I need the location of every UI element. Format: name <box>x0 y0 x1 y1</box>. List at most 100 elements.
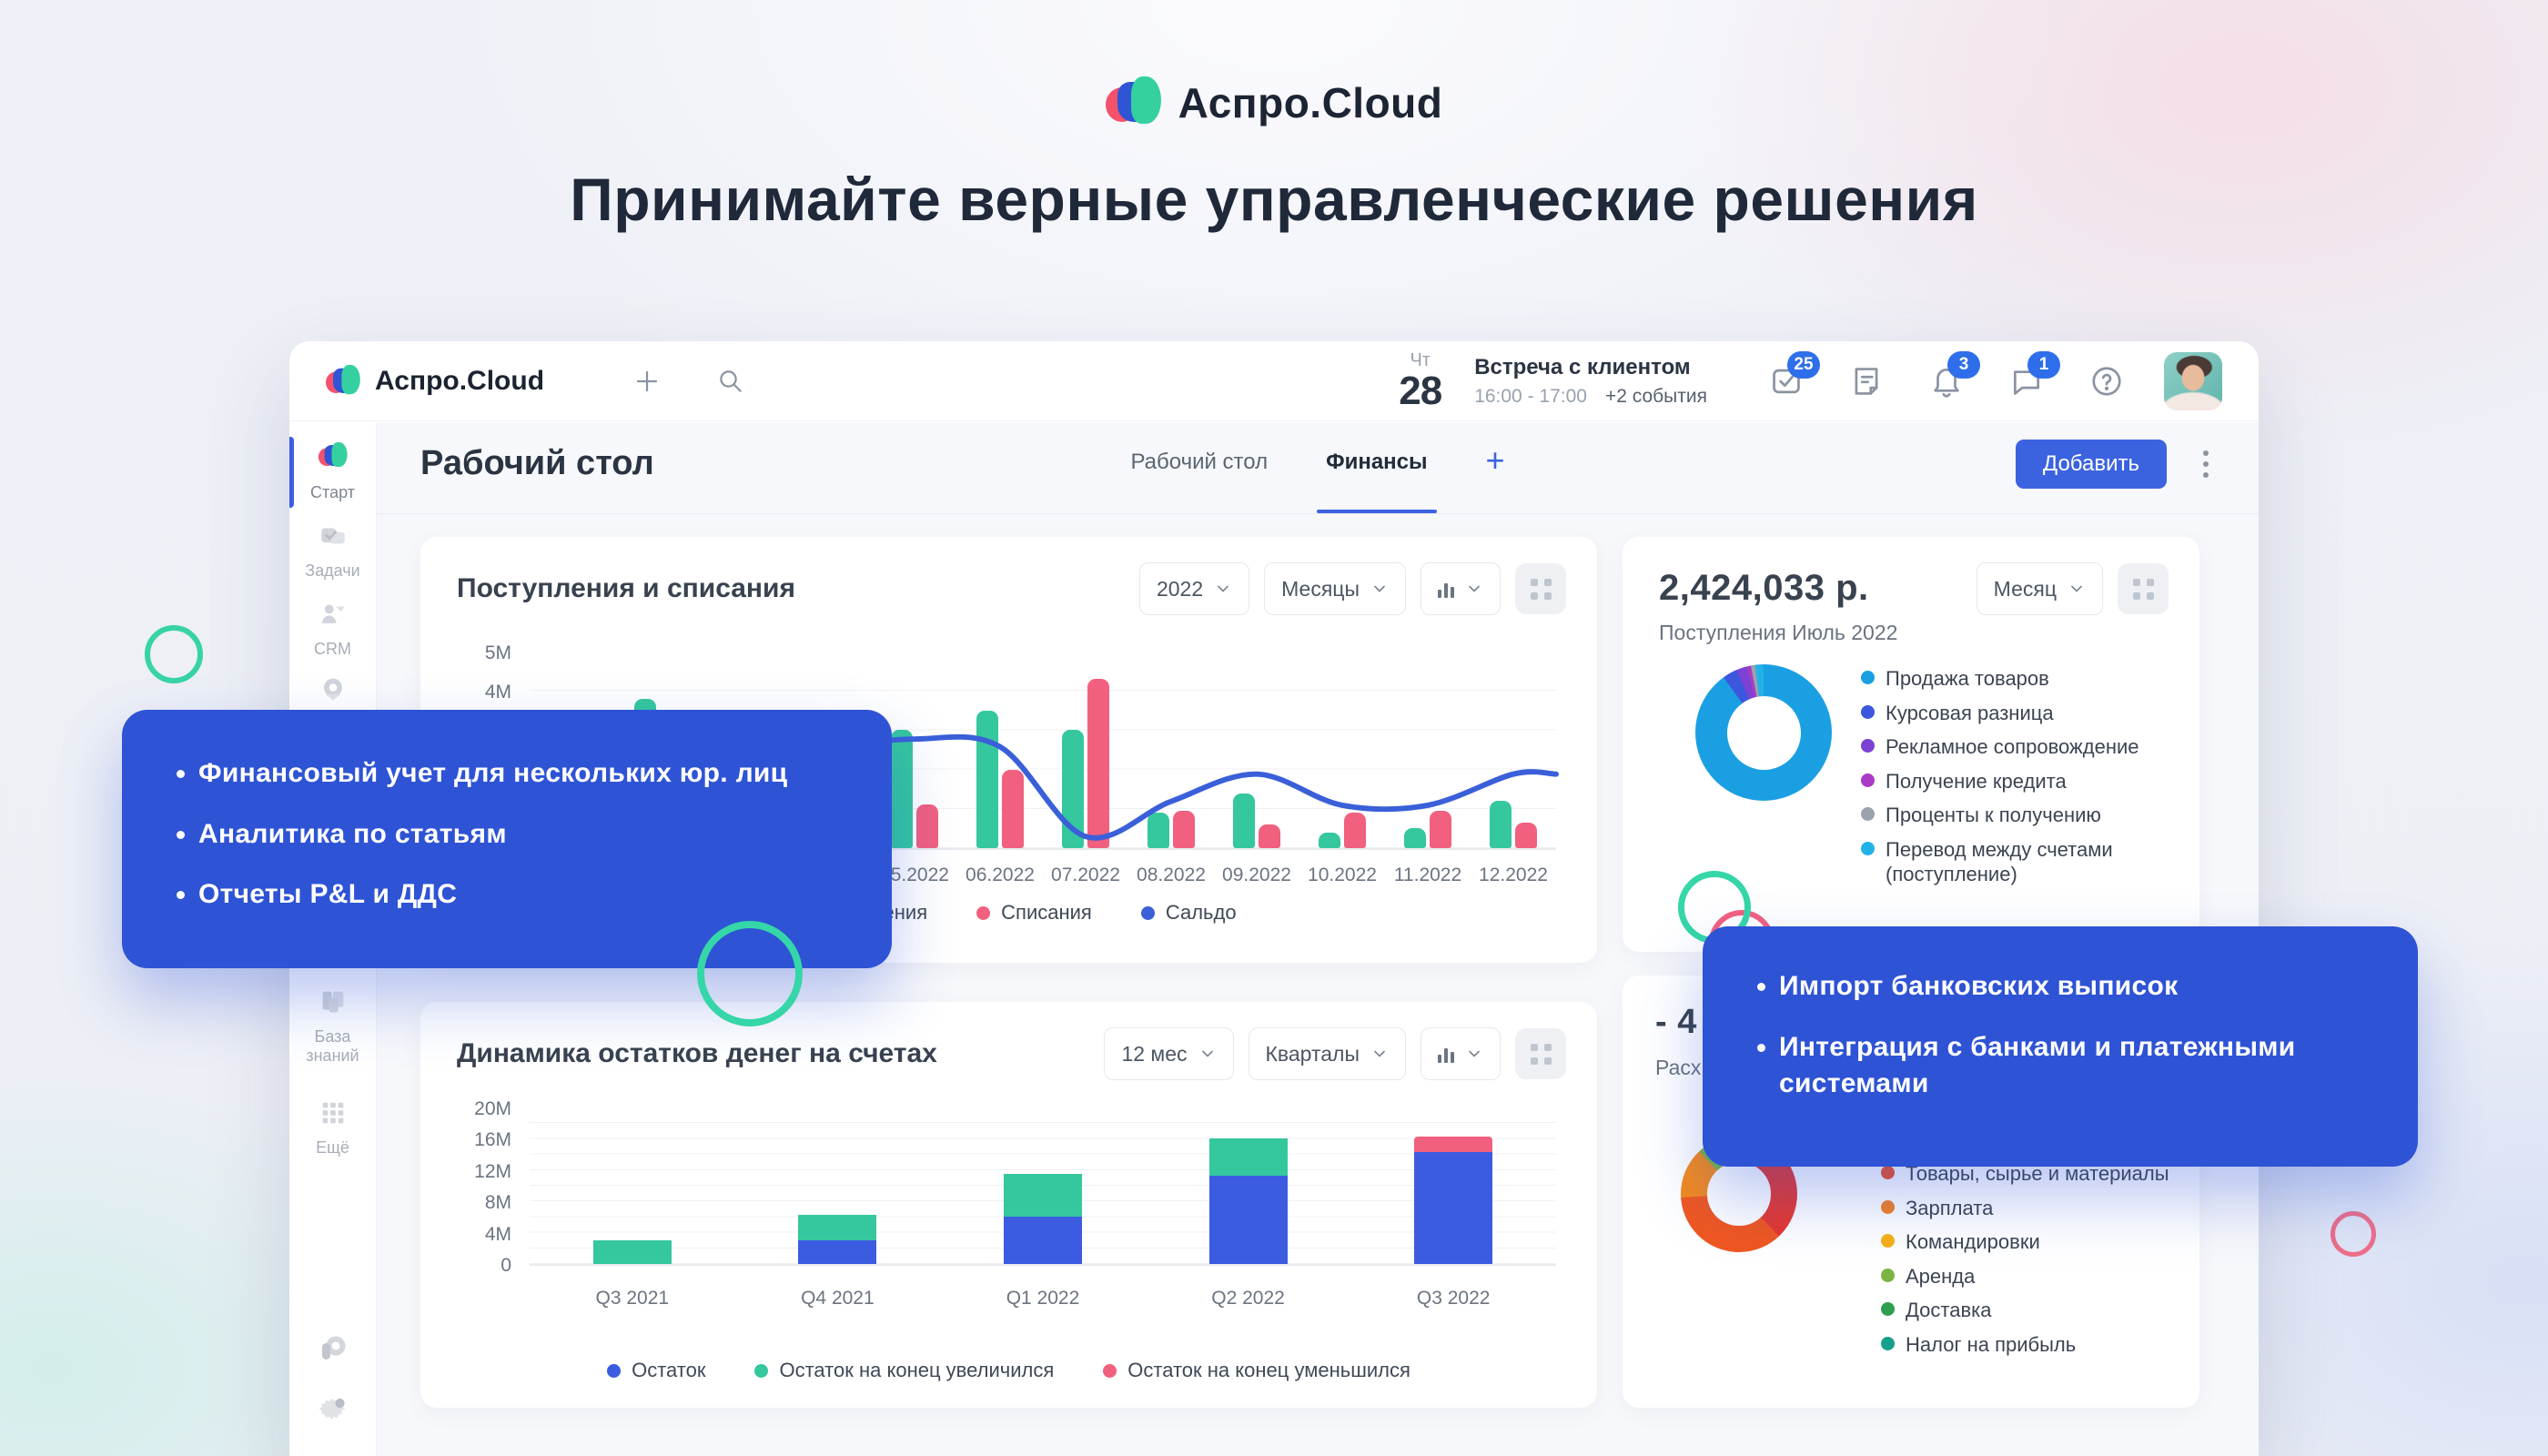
bar-chart-icon <box>1438 580 1454 598</box>
period-select[interactable]: Месяц <box>1976 562 2103 615</box>
legend-label: Остаток на конец увеличился <box>779 1359 1055 1381</box>
search-icon[interactable] <box>715 366 746 397</box>
stacked-bar <box>1146 1138 1351 1264</box>
expenses-amount: - 4 <box>1655 1003 1697 1041</box>
incomes-amount: 2,424,033 р. <box>1659 568 1869 608</box>
drag-handle[interactable] <box>2118 563 2169 614</box>
x-tick: Q3 2021 <box>595 1288 670 1309</box>
sidebar-item-more[interactable]: Ещё <box>289 1097 376 1158</box>
period-select[interactable]: Кварталы <box>1248 1027 1406 1080</box>
add-button[interactable]: Добавить <box>2015 440 2167 489</box>
x-tick: 08.2022 <box>1137 864 1206 885</box>
bar-segment <box>592 1240 672 1264</box>
legend-dot <box>1103 1363 1117 1378</box>
legend-label: Аренда <box>1906 1264 1976 1288</box>
tasks-icon[interactable]: 25 <box>1767 350 1820 400</box>
tasks-badge: 25 <box>1787 350 1820 379</box>
bar <box>976 710 998 848</box>
bar-segment <box>1208 1138 1288 1176</box>
add-tab-plus-icon[interactable]: + <box>1485 441 1505 479</box>
active-indicator <box>289 437 294 508</box>
chevron-down-icon <box>1218 585 1228 592</box>
bar <box>891 730 913 848</box>
bar-group <box>1299 813 1385 848</box>
bar <box>1002 769 1024 848</box>
bell-badge: 3 <box>1947 350 1980 379</box>
sidebar-aspro-badge-icon[interactable] <box>289 1332 376 1370</box>
bar <box>1259 824 1280 848</box>
legend-item: Остаток на конец увеличился <box>754 1359 1054 1382</box>
decor-ring-teal <box>145 625 203 683</box>
y-tick: 20M <box>474 1098 511 1119</box>
period-select[interactable]: Месяцы <box>1264 562 1406 615</box>
card-title: Поступления и списания <box>457 573 795 603</box>
sidebar-item-crm[interactable]: CRM <box>289 599 376 659</box>
aspro-logo-icon <box>1105 76 1162 129</box>
user-avatar[interactable] <box>2164 351 2222 410</box>
bar-group <box>1043 679 1128 848</box>
chart-type-select[interactable] <box>1421 562 1501 615</box>
calendar-date[interactable]: Чт 28 <box>1399 351 1442 411</box>
legend-dot <box>1881 1199 1895 1214</box>
decor-ring-pink <box>2331 1211 2376 1257</box>
callout-bullet: Отчеты P&L и ДДС <box>198 876 843 914</box>
x-tick: Q1 2022 <box>1006 1288 1080 1309</box>
x-tick: Q4 2021 <box>801 1288 875 1309</box>
aspro-logo-icon <box>326 364 360 398</box>
kebab-menu-icon[interactable] <box>2189 448 2222 480</box>
bar-group <box>872 730 957 848</box>
sidebar-item-tasks[interactable]: Задачи <box>289 521 376 581</box>
sidebar-item-start[interactable]: Старт <box>289 437 376 508</box>
legend-item: Списания <box>976 901 1092 925</box>
legend-item: Зарплата <box>1881 1196 2172 1221</box>
legend-item: Налог на прибыль <box>1881 1332 2172 1358</box>
help-icon[interactable] <box>2088 362 2126 400</box>
chevron-down-icon <box>1201 1050 1213 1057</box>
chart-type-select[interactable] <box>1421 1027 1501 1080</box>
drag-handle[interactable] <box>1515 563 1566 614</box>
legend-dot <box>1861 739 1875 753</box>
legend-label: Зарплата <box>1906 1196 1994 1219</box>
bar-segment <box>1414 1152 1493 1264</box>
legend-item: Получение кредита <box>1861 769 2179 794</box>
page-title: Рабочий стол <box>420 444 654 482</box>
y-tick: 16M <box>474 1129 511 1151</box>
chat-icon[interactable]: 1 <box>2007 350 2060 400</box>
x-tick: 09.2022 <box>1222 864 1291 885</box>
legend-item: Доставка <box>1881 1298 2172 1323</box>
year-select[interactable]: 2022 <box>1138 562 1250 615</box>
bell-icon[interactable]: 3 <box>1927 350 1980 400</box>
legend-label: Сальдо <box>1165 901 1237 924</box>
range-select[interactable]: 12 мес <box>1104 1027 1234 1080</box>
bar <box>1430 810 1451 848</box>
app-brand[interactable]: Аспро.Cloud <box>326 355 544 408</box>
legend-dot <box>1881 1234 1895 1248</box>
legend-label: Получение кредита <box>1886 769 2067 793</box>
more-grid-icon <box>318 1097 349 1128</box>
legend-label: Командировки <box>1906 1230 2040 1253</box>
sidebar-settings-gear-icon[interactable] <box>289 1392 376 1430</box>
callout-bullet: Финансовый учет для нескольких юр. лиц <box>198 755 843 793</box>
notes-icon[interactable] <box>1847 362 1886 400</box>
tab-finances[interactable]: Финансы <box>1317 450 1437 513</box>
bar <box>1233 793 1255 848</box>
sidebar-item-finance[interactable] <box>289 673 376 709</box>
chevron-down-icon <box>2071 585 2082 592</box>
hero-section: Аспро.Cloud Принимайте верные управленче… <box>0 76 2548 234</box>
knowledge-base-icon <box>318 986 349 1017</box>
bar-segment <box>1003 1174 1082 1218</box>
event-widget[interactable]: Встреча с клиентом 16:00 - 17:00 +2 собы… <box>1474 355 1707 408</box>
bar <box>1344 813 1366 848</box>
sidebar-item-label: Задачи <box>305 561 360 580</box>
legend-dot <box>1861 773 1875 787</box>
stacked-bar <box>1350 1136 1556 1264</box>
bar-chart-icon <box>1438 1045 1454 1063</box>
legend-dot <box>1861 671 1875 684</box>
create-plus-icon[interactable] <box>632 366 662 397</box>
chart-legend: Остаток Остаток на конец увеличился Остато… <box>420 1359 1597 1382</box>
drag-handle[interactable] <box>1515 1028 1566 1079</box>
tab-desktop[interactable]: Рабочий стол <box>1130 450 1269 474</box>
bar-group <box>1471 801 1556 848</box>
sidebar-item-knowledge-base[interactable]: База знаний <box>289 986 376 1065</box>
x-axis-labels: Q3 2021 Q4 2021 Q1 2022 Q2 2022 Q3 2022 <box>530 1288 1556 1309</box>
